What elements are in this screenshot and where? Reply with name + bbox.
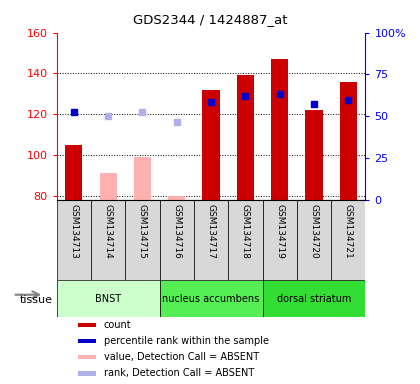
Text: GSM134714: GSM134714 bbox=[104, 204, 113, 258]
Bar bbox=[168, 195, 185, 200]
Bar bbox=[160, 280, 262, 317]
Text: GDS2344 / 1424887_at: GDS2344 / 1424887_at bbox=[133, 13, 287, 26]
Bar bbox=[160, 200, 194, 280]
Bar bbox=[78, 355, 96, 359]
Bar bbox=[262, 200, 297, 280]
Bar bbox=[125, 200, 160, 280]
Text: GSM134719: GSM134719 bbox=[275, 204, 284, 258]
Bar bbox=[57, 280, 160, 317]
Text: GSM134721: GSM134721 bbox=[344, 204, 353, 258]
Text: value, Detection Call = ABSENT: value, Detection Call = ABSENT bbox=[104, 352, 259, 362]
Bar bbox=[134, 157, 151, 200]
Text: tissue: tissue bbox=[19, 295, 52, 305]
Bar bbox=[100, 173, 117, 200]
Text: GSM134713: GSM134713 bbox=[69, 204, 79, 258]
Bar bbox=[78, 339, 96, 343]
Bar bbox=[78, 371, 96, 376]
Bar bbox=[297, 200, 331, 280]
Bar bbox=[91, 200, 125, 280]
Bar bbox=[228, 200, 262, 280]
Bar bbox=[78, 323, 96, 327]
Bar bbox=[57, 200, 91, 280]
Bar bbox=[271, 59, 288, 200]
Bar bbox=[340, 81, 357, 200]
Bar bbox=[194, 200, 228, 280]
Bar bbox=[262, 280, 365, 317]
Text: percentile rank within the sample: percentile rank within the sample bbox=[104, 336, 269, 346]
Bar bbox=[202, 90, 220, 200]
Text: BNST: BNST bbox=[95, 293, 121, 304]
Text: rank, Detection Call = ABSENT: rank, Detection Call = ABSENT bbox=[104, 368, 254, 378]
Text: GSM134715: GSM134715 bbox=[138, 204, 147, 258]
Text: count: count bbox=[104, 320, 131, 330]
Text: GSM134720: GSM134720 bbox=[310, 204, 318, 258]
Bar bbox=[65, 145, 82, 200]
Bar bbox=[237, 75, 254, 200]
Text: GSM134717: GSM134717 bbox=[207, 204, 215, 258]
Text: nucleus accumbens: nucleus accumbens bbox=[163, 293, 260, 304]
Text: GSM134718: GSM134718 bbox=[241, 204, 250, 258]
Bar bbox=[331, 200, 365, 280]
Text: GSM134716: GSM134716 bbox=[172, 204, 181, 258]
Text: dorsal striatum: dorsal striatum bbox=[277, 293, 351, 304]
Bar bbox=[305, 110, 323, 200]
